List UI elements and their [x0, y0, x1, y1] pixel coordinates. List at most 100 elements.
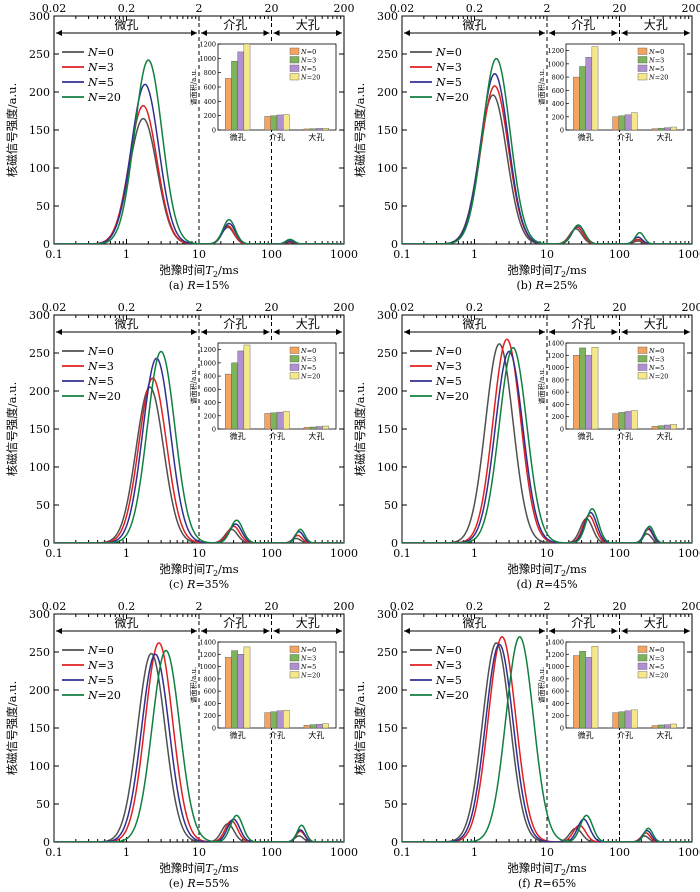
top-axis-label: 20 — [613, 600, 627, 613]
inset-legend-swatch — [637, 47, 648, 55]
inset-bar — [573, 76, 580, 131]
x-tick-label: 10 — [540, 248, 554, 261]
inset-y-tick-label: 400 — [552, 100, 564, 108]
top-axis-label: 0.02 — [390, 600, 415, 613]
x-tick-label: 1 — [471, 248, 478, 261]
inset-bar — [591, 347, 599, 430]
x-axis-title: 弛豫时间T2/ms — [159, 263, 239, 279]
inset-bar — [624, 114, 632, 131]
inset-bar — [270, 412, 278, 430]
y-tick-label: 150 — [29, 722, 50, 735]
curves — [54, 350, 344, 543]
inset-category-label: 微孔 — [230, 730, 246, 740]
x-tick-label: 1000 — [330, 846, 358, 859]
inset-category-label: 微孔 — [578, 431, 594, 441]
top-axis-label: 0.02 — [42, 301, 67, 314]
series-line-N-20 — [402, 57, 692, 244]
inset-y-title: 谱面积/a.u. — [537, 368, 546, 405]
inset-y-tick-label: 1400 — [199, 639, 216, 647]
y-tick-label: 100 — [29, 461, 50, 474]
inset-bar — [225, 657, 232, 729]
x-tick-label: 100 — [609, 547, 630, 560]
panel-caption: (c) R=35% — [169, 578, 229, 591]
x-tick-label: 100 — [261, 547, 282, 560]
inset-legend-swatch — [289, 73, 300, 81]
inset-bar — [322, 425, 329, 430]
inset-y-tick-label: 200 — [204, 112, 216, 120]
top-axis-label: 2 — [544, 600, 551, 613]
inset-y-tick-label: 400 — [204, 700, 216, 708]
region-label: 介孔 — [223, 616, 247, 630]
inset-legend-label: N=0 — [300, 646, 316, 654]
x-tick-label: 0.1 — [393, 248, 411, 261]
inset-bar — [237, 654, 245, 729]
y-tick-label: 50 — [384, 798, 398, 811]
inset-legend-swatch — [637, 363, 648, 371]
inset-y-tick-label: 200 — [204, 712, 216, 720]
region-arrow-head — [549, 30, 555, 36]
top-axis-label: 200 — [682, 2, 700, 15]
inset-bar — [618, 115, 626, 131]
inset-bar — [231, 362, 238, 430]
inset-legend-swatch — [289, 47, 300, 55]
inset-legend-swatch — [637, 671, 648, 679]
inset-bar — [243, 646, 251, 729]
top-axis-label: 20 — [265, 2, 279, 15]
inset-y-tick-label: 1200 — [547, 651, 564, 659]
inset-bar — [264, 712, 272, 729]
inset-y-tick-label: 800 — [552, 376, 564, 384]
inset-bar — [664, 127, 671, 131]
legend-label: N=3 — [87, 360, 114, 373]
inset-bar — [573, 655, 580, 729]
inset-bar — [591, 46, 599, 131]
x-tick-label: 10 — [540, 846, 554, 859]
inset-bar-chart: 0 200 400 600 800 1000 1200 1400 谱面积/a.u. 微孔 介孔 大孔 N… — [537, 340, 685, 441]
inset-bar — [631, 709, 638, 729]
inset-category-label: 大孔 — [308, 730, 324, 740]
inset-category-label: 微孔 — [230, 431, 246, 441]
inset-bar-chart: 0 200 400 600 800 1000 1200 1400 谱面积/a.u. 微孔 介孔 大孔 N… — [537, 639, 685, 740]
x-axis-title: 弛豫时间T2/ms — [507, 861, 587, 877]
inset-bar — [303, 128, 311, 131]
region-arrow-head — [201, 30, 207, 36]
region-arrow-head — [539, 628, 545, 634]
panel-a: 0.1 1 10 100 1000 0.02 0.2 2 20 200 0 50 100 150 200 25… — [5, 2, 358, 292]
inset-bar — [664, 724, 671, 729]
x-axis-title: 弛豫时间T2/ms — [159, 861, 239, 877]
panel-caption: (e) R=55% — [169, 877, 230, 890]
y-tick-label: 300 — [29, 309, 50, 322]
region-arrow-head — [191, 329, 197, 335]
inset-bar — [657, 724, 665, 729]
inset-legend-label: N=0 — [300, 347, 316, 355]
x-tick-label: 0.1 — [393, 846, 411, 859]
series-line-N-20 — [54, 350, 344, 543]
curves — [54, 642, 344, 842]
panel-b: 0.1 1 10 100 1000 0.02 0.2 2 20 200 0 50 100 150 200 25… — [353, 2, 700, 292]
inset-legend-label: N=5 — [300, 65, 316, 73]
x-tick-label: 1000 — [678, 248, 700, 261]
top-axis-label: 20 — [265, 301, 279, 314]
legend-label: N=20 — [87, 390, 121, 403]
y-tick-label: 150 — [377, 423, 398, 436]
x-tick-label: 1000 — [330, 248, 358, 261]
inset-category-label: 介孔 — [269, 432, 285, 441]
top-axis-label: 2 — [196, 301, 203, 314]
y-tick-label: 100 — [377, 760, 398, 773]
inset-y-tick-label: 400 — [552, 401, 564, 409]
y-axis-title: 核磁信号强度/a.u. — [5, 382, 19, 476]
inset-legend-label: N=5 — [300, 663, 316, 671]
x-tick-label: 0.1 — [45, 248, 63, 261]
inset-bar — [322, 723, 329, 729]
region-label: 微孔 — [114, 18, 138, 32]
inset-legend-label: N=5 — [648, 364, 664, 372]
inset-category-label: 微孔 — [578, 730, 594, 740]
region-arrow-head — [56, 329, 62, 335]
inset-bar — [283, 114, 290, 131]
legend-label: N=0 — [435, 345, 462, 358]
top-axis-label: 2 — [196, 600, 203, 613]
top-axis-label: 20 — [613, 2, 627, 15]
region-arrow-head — [549, 329, 555, 335]
inset-legend-label: N=0 — [648, 646, 664, 654]
series-line-N-20 — [54, 649, 344, 842]
